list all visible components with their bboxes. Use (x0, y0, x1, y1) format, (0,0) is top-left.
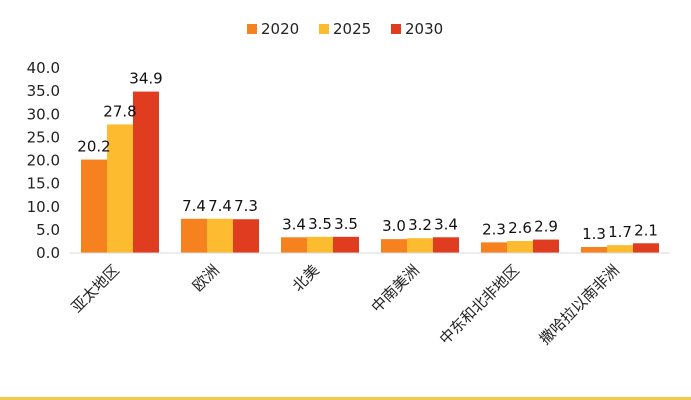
legend-label-2030: 2030 (405, 20, 443, 38)
data-label-2025-5: 1.7 (608, 223, 632, 241)
x-category-label: 中东和北非地区 (436, 261, 523, 348)
data-label-2030-0: 34.9 (129, 70, 162, 88)
bar-2020-3 (381, 239, 407, 253)
data-label-2020-3: 3.0 (382, 217, 406, 235)
data-label-2025-3: 3.2 (408, 216, 432, 234)
y-tick-label: 25.0 (27, 128, 60, 146)
bar-2025-2 (307, 236, 333, 253)
data-label-2020-2: 3.4 (282, 215, 306, 233)
data-label-2030-5: 2.1 (634, 221, 658, 239)
bottom-rule (0, 397, 691, 400)
bar-2020-5 (581, 246, 607, 253)
bar-2030-4 (533, 239, 559, 253)
bar-2025-3 (407, 238, 433, 253)
bar-2030-2 (333, 236, 359, 253)
data-label-2020-0: 20.2 (77, 138, 110, 156)
bar-2020-4 (481, 242, 507, 253)
bar-2025-4 (507, 240, 533, 253)
data-label-2020-5: 1.3 (582, 225, 606, 243)
legend-swatch-2025 (319, 24, 329, 34)
legend-swatch-2020 (247, 24, 257, 34)
y-tick-label: 15.0 (27, 175, 60, 193)
data-label-2025-2: 3.5 (308, 215, 332, 233)
bar-2025-0 (107, 124, 133, 253)
data-label-2030-3: 3.4 (434, 215, 458, 233)
data-label-2020-1: 7.4 (182, 197, 206, 215)
y-tick-label: 40.0 (27, 59, 60, 77)
bar-2030-1 (233, 219, 259, 253)
x-axis: 亚太地区 欧洲 北美 中南美洲 中东和北非地区 撒哈拉以南非洲 (68, 261, 623, 348)
y-tick-label: 5.0 (36, 221, 60, 239)
legend-label-2025: 2025 (333, 20, 371, 38)
y-tick-label: 30.0 (27, 105, 60, 123)
data-label-2025-1: 7.4 (208, 197, 232, 215)
x-category-label: 中南美洲 (368, 261, 423, 316)
bar-2020-2 (281, 237, 307, 253)
legend-swatch-2030 (391, 24, 401, 34)
bar-2025-1 (207, 218, 233, 253)
bar-2025-5 (607, 245, 633, 253)
x-category-label: 亚太地区 (68, 261, 123, 316)
y-tick-label: 20.0 (27, 152, 60, 170)
data-label-2030-2: 3.5 (334, 215, 358, 233)
data-labels: 20.227.834.97.4 7.4 7.33.4 3.5 3.5 3.0 3.2 3.4 2… (77, 70, 658, 243)
x-category-label: 北美 (289, 261, 323, 295)
y-tick-label: 10.0 (27, 198, 60, 216)
y-axis: 0.0 5.0 10.0 15.0 20.0 25.0 30.0 35.0 40.0 (27, 59, 60, 262)
data-label-2030-4: 2.9 (534, 218, 558, 236)
legend-label-2020: 2020 (261, 20, 299, 38)
y-tick-label: 0.0 (36, 244, 60, 262)
bar-2030-0 (133, 91, 159, 254)
data-label-2020-4: 2.3 (482, 220, 506, 238)
legend: 2020 2025 2030 (247, 20, 443, 38)
bar-2030-3 (433, 237, 459, 253)
data-label-2030-1: 7.3 (234, 197, 258, 215)
bars (81, 91, 659, 254)
bar-2020-0 (81, 159, 107, 253)
data-label-2025-0: 27.8 (103, 102, 136, 120)
y-tick-label: 35.0 (27, 82, 60, 100)
x-category-label: 欧洲 (189, 261, 223, 295)
bar-2030-5 (633, 243, 659, 253)
data-label-2025-4: 2.6 (508, 219, 532, 237)
bar-2020-1 (181, 218, 207, 253)
x-category-label: 撒哈拉以南非洲 (536, 261, 623, 348)
